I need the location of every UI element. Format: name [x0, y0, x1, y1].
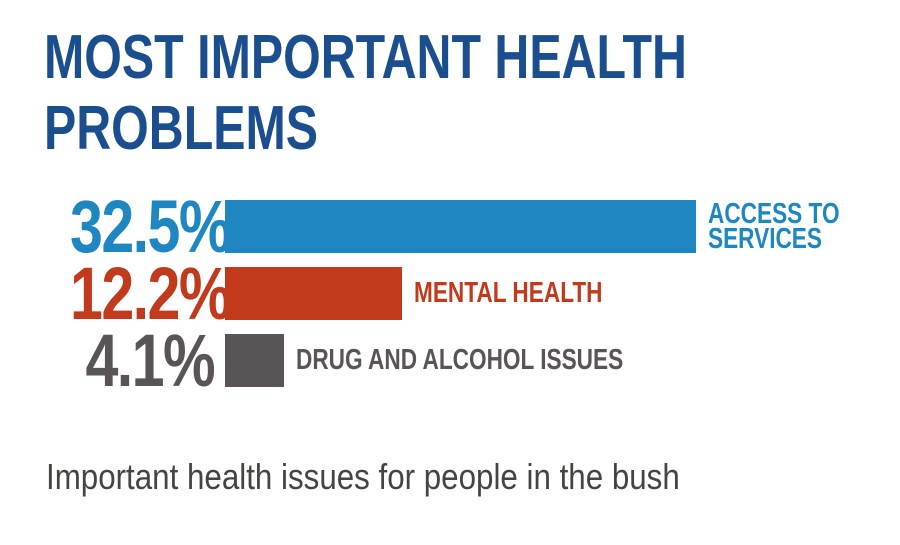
value-label-drug-and-alcohol: 4.1%	[85, 319, 215, 402]
bar-access-to-services	[225, 200, 696, 253]
category-label-drug-and-alcohol: DRUG AND ALCOHOL ISSUES	[296, 344, 624, 376]
value-label-access-to-services: 32.5%	[70, 185, 231, 268]
category-label-access-to-services: ACCESS TO SERVICES	[708, 197, 840, 255]
page-title: MOST IMPORTANT HEALTH PROBLEMS	[44, 23, 687, 163]
bar-drug-and-alcohol	[225, 334, 284, 387]
chart-caption: Important health issues for people in th…	[46, 456, 680, 497]
value-label-mental-health: 12.2%	[70, 252, 231, 335]
category-label-mental-health: MENTAL HEALTH	[414, 277, 603, 309]
bar-row-access-to-services: 32.5% ACCESS TO SERVICES	[34, 185, 894, 268]
bar-row-mental-health: 12.2% MENTAL HEALTH	[34, 252, 894, 335]
bar-mental-health	[225, 267, 402, 320]
bar-row-drug-and-alcohol: 4.1% DRUG AND ALCOHOL ISSUES	[34, 319, 894, 402]
bar-chart: 32.5% ACCESS TO SERVICES 12.2% MENTAL HE…	[34, 185, 894, 402]
